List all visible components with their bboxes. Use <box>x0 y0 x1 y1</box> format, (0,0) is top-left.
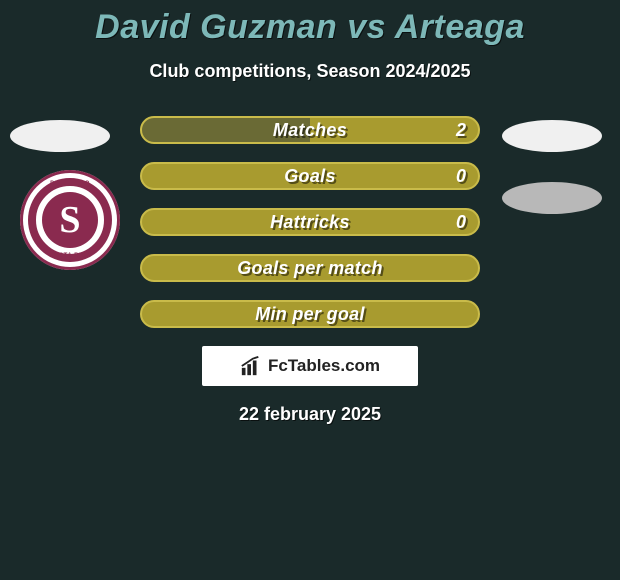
stat-label: Hattricks <box>270 212 350 233</box>
decor-ellipse <box>502 120 602 152</box>
left-decor-column <box>10 120 110 152</box>
stat-label: Min per goal <box>255 304 365 325</box>
bar-chart-icon <box>240 355 262 377</box>
club-badge: DEPORTIVO S COSTA RICA <box>20 170 120 270</box>
brand-box[interactable]: FcTables.com <box>202 346 418 386</box>
stat-label: Matches <box>273 120 347 141</box>
comparison-card: David Guzman vs Arteaga Club competition… <box>0 0 620 580</box>
stat-row: Min per goal <box>140 300 480 328</box>
decor-ellipse <box>502 182 602 214</box>
stat-row: Goals 0 <box>140 162 480 190</box>
page-title: David Guzman vs Arteaga <box>0 0 620 47</box>
stat-value-right: 2 <box>456 120 466 141</box>
stat-value-right: 0 <box>456 166 466 187</box>
right-decor-column <box>502 120 602 214</box>
subtitle: Club competitions, Season 2024/2025 <box>0 61 620 82</box>
brand-text: FcTables.com <box>268 356 380 376</box>
stat-label: Goals per match <box>237 258 383 279</box>
date-text: 22 february 2025 <box>0 404 620 425</box>
stat-row: Goals per match <box>140 254 480 282</box>
decor-ellipse <box>10 120 110 152</box>
stat-row: Matches 2 <box>140 116 480 144</box>
badge-bottom-text: COSTA RICA <box>20 253 120 259</box>
stat-label: Goals <box>284 166 336 187</box>
stat-row: Hattricks 0 <box>140 208 480 236</box>
badge-letter: S <box>59 198 80 242</box>
stat-value-right: 0 <box>456 212 466 233</box>
